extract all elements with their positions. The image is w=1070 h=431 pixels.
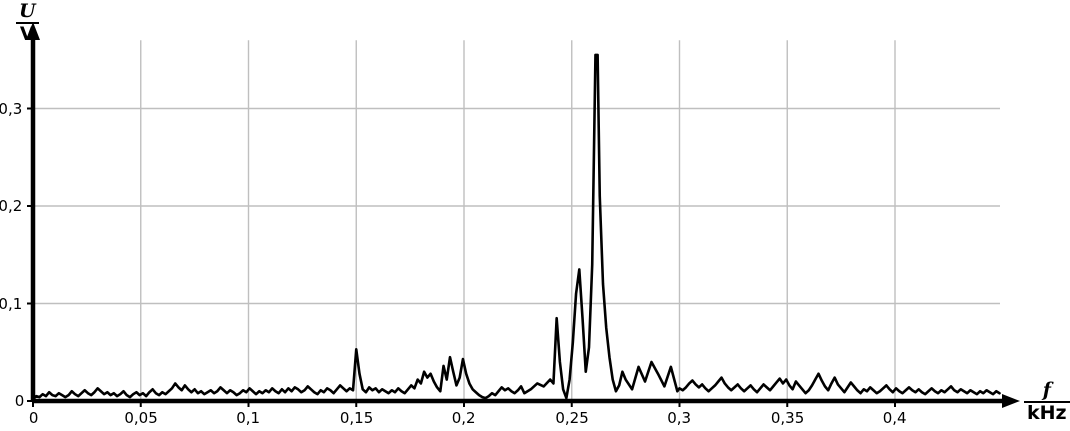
y-axis-label-numerator: U xyxy=(16,1,39,24)
x-tick-label: 0,4 xyxy=(882,409,907,427)
x-tick-label: 0,3 xyxy=(667,409,692,427)
x-tick-label: 0,2 xyxy=(451,409,476,427)
y-tick-label: 0 xyxy=(14,392,25,410)
x-tick-label: 0 xyxy=(28,409,39,427)
tick-marks xyxy=(27,107,896,407)
x-tick-label: 0,35 xyxy=(770,409,805,427)
x-tick-label: 0,05 xyxy=(124,409,158,427)
vertical-gridlines xyxy=(140,40,896,401)
y-tick-label: 0,2 xyxy=(0,197,23,215)
x-axis-label: f kHz xyxy=(1024,380,1070,424)
y-tick-label: 0,1 xyxy=(0,294,23,313)
y-tick-label: 0,3 xyxy=(0,99,23,118)
axes xyxy=(26,22,1020,408)
x-axis-label-denominator: kHz xyxy=(1027,401,1067,424)
x-axis-label-numerator: f xyxy=(1024,380,1070,403)
y-axis-label: U V xyxy=(16,1,39,45)
horizontal-gridlines xyxy=(33,107,1000,305)
x-tick-label: 0,1 xyxy=(236,409,261,427)
x-tick-label: 0,15 xyxy=(339,409,374,427)
x-tick-label: 0,25 xyxy=(555,409,589,427)
spectrum-trace xyxy=(31,53,1001,401)
y-axis-label-denominator: V xyxy=(19,22,35,45)
